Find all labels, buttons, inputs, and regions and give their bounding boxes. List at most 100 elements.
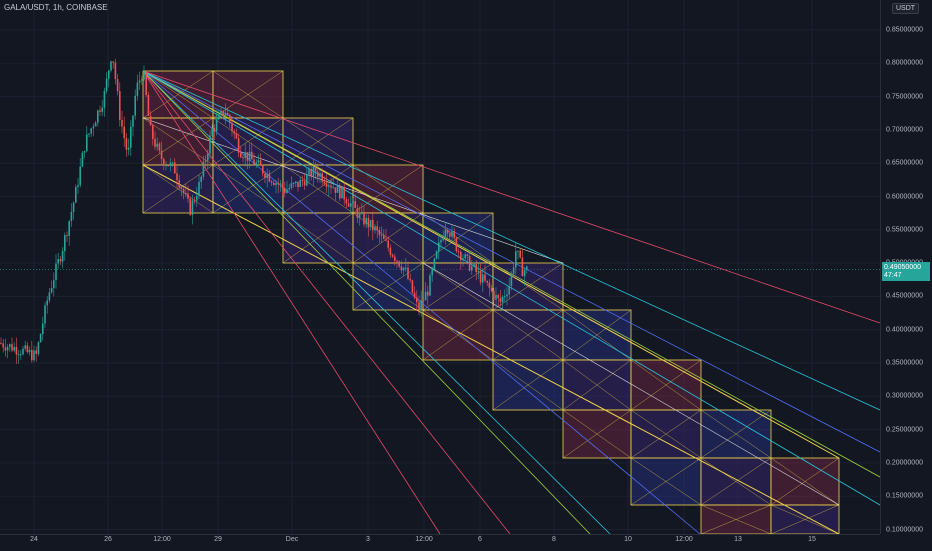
- candle-body: [97, 110, 99, 123]
- channel-upper-line: [142, 70, 840, 459]
- candle-body: [246, 152, 249, 161]
- price-tick-label: 0.30000000: [886, 392, 923, 400]
- candle-body: [306, 174, 308, 186]
- candle-body: [471, 266, 473, 271]
- candle-body: [240, 152, 242, 158]
- candle-body: [154, 138, 156, 147]
- candle-body: [438, 242, 440, 252]
- candle-body: [475, 264, 477, 273]
- currency-badge[interactable]: USDT: [892, 3, 920, 14]
- candle-body: [523, 270, 526, 277]
- channel-lower-line: [142, 164, 840, 534]
- price-chart[interactable]: [0, 0, 880, 534]
- candle-body: [433, 258, 436, 270]
- fib-grid-diagonal: [212, 117, 284, 166]
- candle-body: [262, 165, 264, 174]
- candle-body: [451, 231, 453, 237]
- time-tick-label: 15: [808, 536, 816, 543]
- candle-body: [255, 162, 257, 165]
- candle-body: [358, 212, 361, 218]
- candle-body: [512, 267, 515, 274]
- time-axis[interactable]: [0, 534, 880, 551]
- candle-body: [453, 231, 455, 238]
- bar-countdown: 47:47: [884, 272, 902, 280]
- candle-body: [409, 278, 411, 281]
- time-tick-label: 8: [552, 536, 556, 543]
- candle-body: [488, 282, 491, 288]
- candle-body: [376, 226, 378, 231]
- candle-body: [462, 258, 464, 261]
- candle-body: [4, 347, 7, 351]
- candle-body: [15, 346, 18, 355]
- candle-body: [220, 110, 222, 115]
- fan-line: [142, 70, 880, 453]
- candle-body: [413, 292, 416, 298]
- candle-body: [427, 291, 429, 296]
- candle-body: [11, 344, 13, 351]
- candle-body: [231, 123, 233, 132]
- fib-grid-diagonal: [492, 309, 564, 361]
- candle-body: [79, 166, 81, 186]
- price-tick-label: 0.65000000: [886, 159, 923, 167]
- candle-body: [389, 247, 392, 255]
- time-tick-label: 3: [366, 536, 370, 543]
- candle-body: [9, 344, 11, 347]
- candle-body: [328, 185, 330, 187]
- candle-body: [244, 152, 246, 159]
- candle-body: [6, 346, 9, 351]
- candle-body: [119, 91, 121, 120]
- candle-body: [224, 113, 227, 117]
- candle-body: [288, 188, 290, 190]
- candle-body: [31, 350, 33, 361]
- candle-body: [196, 196, 198, 201]
- candle-body: [189, 198, 191, 215]
- candle-body: [229, 115, 231, 124]
- candle-body: [286, 189, 288, 193]
- candle-body: [339, 185, 341, 199]
- candle-body: [442, 237, 444, 241]
- candle-body: [499, 298, 502, 303]
- candle-body: [468, 256, 471, 271]
- candle-body: [411, 280, 414, 293]
- median-line: [422, 262, 840, 506]
- candle-body: [303, 181, 306, 186]
- fib-grid-diagonal: [142, 164, 214, 214]
- candle-body: [105, 78, 108, 92]
- candle-body: [147, 95, 150, 116]
- symbol-title[interactable]: GALA/USDT, 1h, COINBASE: [4, 3, 108, 12]
- candle-body: [42, 323, 44, 335]
- fib-grid-diagonal: [212, 164, 284, 214]
- chart-area[interactable]: [0, 0, 880, 534]
- candle-body: [72, 202, 75, 212]
- candle-body: [310, 168, 312, 177]
- candle-body: [365, 218, 367, 225]
- fib-grid-diagonal: [630, 359, 702, 411]
- candle-body: [127, 147, 130, 150]
- candle-body: [110, 61, 112, 71]
- time-tick-label: 29: [214, 536, 222, 543]
- candle-body: [295, 181, 297, 183]
- time-tick-label: Dec: [285, 536, 299, 543]
- candle-body: [235, 133, 238, 139]
- candle-body: [103, 91, 106, 108]
- candle-body: [26, 345, 29, 353]
- candle-body: [160, 150, 163, 160]
- candle-body: [242, 157, 244, 159]
- candle-body: [416, 297, 418, 303]
- candle-body: [446, 230, 449, 234]
- median-line: [142, 117, 564, 264]
- candle-body: [400, 266, 403, 271]
- candle-body: [222, 110, 224, 117]
- fib-grid-diagonal: [352, 262, 424, 311]
- candle-body: [251, 151, 253, 160]
- time-tick-label: 13: [734, 536, 742, 543]
- candle-body: [90, 128, 92, 134]
- candle-body: [264, 173, 266, 178]
- candle-body: [482, 274, 484, 283]
- candle-body: [143, 71, 145, 80]
- candle-body: [158, 143, 161, 151]
- candle-body: [477, 271, 480, 273]
- time-tick-label: 12:00: [675, 536, 693, 543]
- candle-body: [354, 201, 356, 208]
- candle-body: [325, 183, 328, 187]
